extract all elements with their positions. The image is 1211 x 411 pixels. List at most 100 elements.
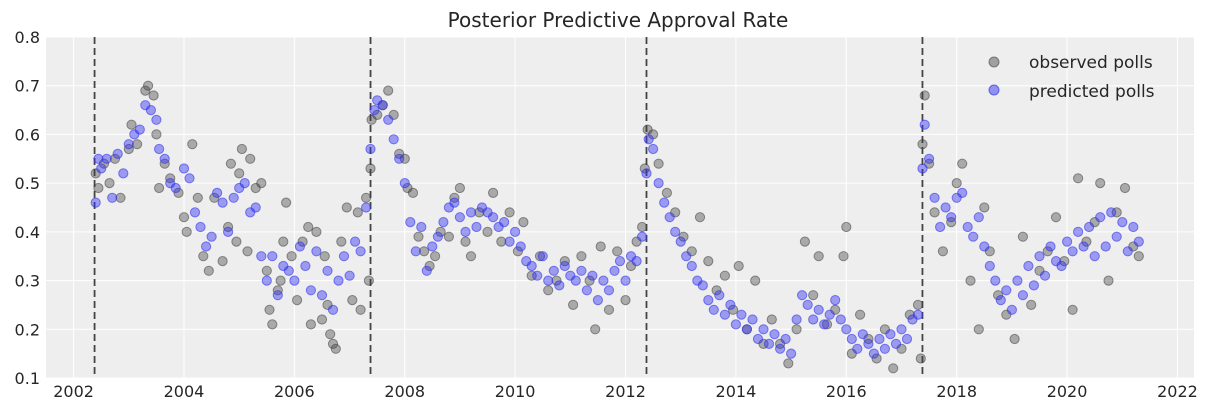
predicted-point <box>1095 212 1106 223</box>
observed-point <box>1017 231 1029 242</box>
predicted-point <box>239 178 250 189</box>
predicted-point <box>835 314 846 325</box>
predicted-point <box>1039 270 1051 281</box>
predicted-point <box>587 270 598 281</box>
predicted-point <box>1084 221 1095 233</box>
observed-point <box>551 275 562 286</box>
predicted-point <box>846 333 857 345</box>
predicted-point <box>714 290 725 301</box>
predicted-point <box>151 114 162 125</box>
predicted-point <box>929 192 940 203</box>
observed-point <box>319 251 330 262</box>
predicted-point <box>968 231 979 242</box>
x-tick-label: 2002 <box>53 382 94 401</box>
predicted-point <box>184 173 195 184</box>
predicted-point <box>957 187 968 198</box>
observed-point <box>678 231 689 242</box>
predicted-point <box>747 314 758 325</box>
predicted-point <box>289 275 300 286</box>
predicted-point <box>1045 241 1056 252</box>
predicted-point <box>316 290 328 301</box>
y-tick-label: 0.1 <box>15 369 40 388</box>
observed-point <box>904 309 915 320</box>
x-tick-label: 2010 <box>495 382 536 401</box>
predicted-point <box>333 275 344 286</box>
predicted-point <box>361 202 372 213</box>
predicted-point <box>675 236 686 247</box>
predicted-point <box>449 197 460 208</box>
predicted-point <box>643 134 654 145</box>
predicted-point <box>267 251 278 262</box>
observed-point <box>264 304 275 315</box>
predicted-point <box>438 217 449 228</box>
observed-point <box>126 119 137 130</box>
predicted-point <box>383 114 394 125</box>
predicted-point <box>686 260 697 272</box>
x-tick-label: 2020 <box>1047 382 1088 401</box>
x-tick-label: 2006 <box>274 382 315 401</box>
observed-point <box>361 192 372 203</box>
observed-point <box>838 251 849 262</box>
observed-point <box>653 158 664 169</box>
x-tick-label: 2012 <box>605 382 646 401</box>
predicted-point <box>1073 226 1084 237</box>
observed-point <box>261 265 272 276</box>
predicted-point <box>637 231 648 242</box>
predicted-point <box>107 192 118 203</box>
observed-point <box>424 260 435 272</box>
observed-point <box>703 256 714 267</box>
predicted-point <box>791 314 802 325</box>
observed-point <box>363 275 374 286</box>
observed-point <box>330 343 341 354</box>
observed-point <box>311 226 322 237</box>
observed-point <box>979 202 990 213</box>
legend-label-predicted: predicted polls <box>1029 82 1155 102</box>
predicted-point <box>1028 280 1040 291</box>
observed-point <box>1095 178 1106 189</box>
predicted-point <box>896 324 907 335</box>
predicted-point <box>256 251 267 262</box>
observed-point <box>242 246 253 257</box>
predicted-point <box>730 319 742 330</box>
x-axis-ticks: 2002 2004 2006 2008 2010 2012 2014 2016 2018 2020… <box>53 382 1198 401</box>
y-tick-label: 0.6 <box>15 125 40 144</box>
observed-point <box>132 139 143 150</box>
grid-lines <box>46 36 1194 379</box>
observed-point <box>198 251 209 262</box>
observed-point <box>173 187 184 198</box>
predicted-point <box>322 265 333 276</box>
predicted-point <box>261 275 272 286</box>
y-tick-label: 0.3 <box>15 272 40 291</box>
observed-point <box>512 246 524 257</box>
predicted-point <box>1078 241 1089 252</box>
predicted-point <box>719 309 731 320</box>
predicted-point <box>178 163 190 174</box>
x-tick-label: 2022 <box>1157 382 1198 401</box>
predicted-point <box>592 295 604 306</box>
observed-point <box>534 251 546 262</box>
predicted-point <box>885 329 896 340</box>
observed-point <box>347 295 358 306</box>
observed-point <box>399 153 410 164</box>
y-axis-ticks: 0.1 0.2 0.3 0.4 0.5 0.6 0.7 0.8 <box>15 28 40 388</box>
observed-point <box>372 109 383 121</box>
x-tick-label: 2008 <box>384 382 425 401</box>
observed-point <box>256 178 267 189</box>
predicted-point <box>1122 246 1133 257</box>
predicted-point <box>311 246 322 257</box>
observed-point <box>1111 207 1122 218</box>
observed-point <box>993 290 1004 301</box>
observed-point <box>104 178 115 189</box>
legend: observed polls predicted polls <box>988 53 1155 102</box>
observed-point <box>766 314 777 325</box>
predicted-point <box>488 212 499 223</box>
predicted-point <box>543 275 554 286</box>
predicted-point <box>973 212 984 223</box>
observed-point <box>584 275 595 286</box>
predicted-point <box>852 343 863 354</box>
predicted-point <box>808 314 819 325</box>
predicted-point <box>1017 290 1029 301</box>
legend-label-observed: observed polls <box>1029 53 1153 73</box>
predicted-point <box>614 256 626 267</box>
predicted-point <box>1106 207 1117 218</box>
